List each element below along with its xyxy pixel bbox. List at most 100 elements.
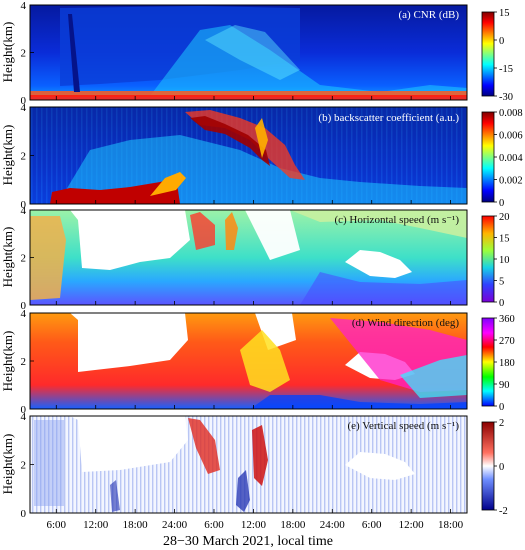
colorbar-tick-label-hspeed-4: 0: [499, 298, 504, 309]
vspeed-downdraft: [236, 470, 250, 512]
hspeed-upper-layer: [290, 210, 467, 238]
colorbar-vspeed: 2 0 -2: [481, 418, 508, 517]
cnr-surface-band: [30, 91, 467, 97]
vspeed-downdraft-2: [110, 480, 120, 512]
x-tick-label-10: 18:00: [438, 519, 464, 531]
wdir-northerly: [400, 355, 467, 398]
colorbar-vspeed-ramp: [481, 421, 495, 511]
panel-backscatter: (b) backscatter coefficient (a.u.): [29, 106, 468, 205]
hspeed-jet-2: [225, 212, 238, 250]
hspeed-missing-region: [70, 210, 190, 270]
colorbar-tick-label-vspeed-0: 2: [499, 418, 504, 429]
colorbar-tick-label-wdir-4: 0: [499, 402, 504, 413]
colorbar-tick-label-cnr-2: -15: [499, 64, 513, 75]
y-tick-label-backscatter-2: 4: [21, 102, 27, 114]
y-tick-label-cnr-1: 2: [21, 48, 27, 60]
x-tick-label-5: 12:00: [241, 519, 267, 531]
vspeed-updraft: [188, 418, 220, 474]
x-tick-label-3: 24:00: [162, 519, 188, 531]
colorbar-tick-label-backscatter-1: 0.006: [499, 131, 523, 142]
colorbar-backscatter-ramp: [481, 111, 495, 203]
wdir-veer-zone: [240, 330, 290, 392]
backscatter-cloud-core: [190, 116, 270, 166]
colorbar-tick-label-cnr-3: -30: [499, 92, 513, 103]
backscatter-surface-aerosol: [50, 178, 180, 204]
colorbar-tick-label-wdir-2: 180: [499, 358, 515, 369]
x-tick-label-2: 18:00: [123, 519, 149, 531]
colorbar-wdir-ramp: [481, 317, 495, 407]
backscatter-cloud-streak: [255, 118, 268, 158]
colorbar-cnr: 15 0 -15 -30: [481, 8, 513, 103]
vspeed-missing-patch: [345, 452, 415, 480]
colorbar-tick-label-backscatter-0: 0.008: [499, 108, 523, 119]
panel-vspeed: (e) Vertical speed (m s⁻¹): [29, 415, 468, 514]
x-tick-label-6: 18:00: [280, 519, 306, 531]
backscatter-panel-title: (b) backscatter coefficient (a.u.): [318, 112, 459, 124]
colorbar-tick-label-cnr-1: 0: [499, 36, 504, 47]
hspeed-panel-title: (c) Horizontal speed (m s⁻¹): [334, 214, 459, 226]
cnr-boundary-layer: [30, 25, 467, 100]
y-tick-label-hspeed-2: 4: [21, 205, 27, 217]
x-tick-label-7: 24:00: [320, 519, 346, 531]
colorbar-tick-label-backscatter-2: 0.004: [499, 153, 523, 164]
colorbar-tick-label-vspeed-1: 0: [499, 462, 504, 473]
colorbar-tick-label-vspeed-2: -2: [499, 506, 508, 517]
colorbar-hspeed: 20 15 10 5 0: [481, 212, 510, 309]
vspeed-panel-title: (e) Vertical speed (m s⁻¹): [347, 420, 459, 432]
vspeed-missing-region: [70, 416, 188, 472]
hspeed-jet: [190, 212, 215, 250]
cnr-rain-column: [68, 14, 80, 92]
y-tick-label-vspeed-0: 0: [21, 508, 27, 520]
panel-hspeed: (c) Horizontal speed (m s⁻¹): [29, 209, 468, 306]
hspeed-low-speed: [300, 272, 467, 305]
colorbar-backscatter: 0.008 0.006 0.004 0.002 0: [481, 108, 523, 209]
colorbar-tick-label-wdir-3: 90: [499, 380, 510, 391]
x-tick-label-0: 6:00: [47, 519, 67, 531]
ylabel-wdir: Height(km): [0, 331, 15, 392]
wdir-surface-layer: [250, 395, 467, 409]
cnr-surface-band-core: [30, 95, 467, 100]
ylabel-cnr: Height(km): [0, 22, 15, 83]
y-tick-label-cnr-2: 4: [21, 0, 27, 12]
colorbar-tick-label-hspeed-0: 20: [499, 212, 510, 223]
hspeed-early-strong: [30, 216, 66, 300]
hspeed-missing-patch: [345, 250, 412, 278]
cnr-cloud-streak: [205, 25, 300, 80]
colorbar-tick-label-backscatter-3: 0.002: [499, 176, 523, 187]
colorbar-wdir: 360 270 180 90 0: [481, 314, 515, 413]
x-tick-label-9: 12:00: [399, 519, 425, 531]
colorbar-tick-label-backscatter-4: 0: [499, 198, 504, 209]
hspeed-missing-region-2: [245, 210, 300, 260]
colorbar-tick-label-wdir-1: 270: [499, 336, 515, 347]
backscatter-aerosol-edge: [150, 172, 186, 196]
panel-wdir: (d) Wind direction (deg): [29, 312, 468, 410]
ylabel-backscatter: Height(km): [0, 125, 15, 186]
wdir-panel-title: (d) Wind direction (deg): [352, 317, 460, 329]
colorbar-tick-label-cnr-0: 15: [499, 8, 510, 19]
backscatter-cloud-layer: [185, 110, 305, 180]
wdir-missing-region: [70, 313, 188, 372]
ylabel-vspeed: Height(km): [0, 434, 15, 495]
panel-cnr: (a) CNR (dB): [29, 4, 468, 101]
colorbar-tick-label-hspeed-1: 15: [499, 234, 510, 245]
y-tick-label-hspeed-0: 0: [21, 300, 27, 312]
colorbar-tick-label-hspeed-3: 5: [499, 277, 504, 288]
x-tick-label-1: 12:00: [83, 519, 109, 531]
y-tick-label-wdir-0: 0: [21, 404, 27, 416]
x-axis-title: 28−30 March 2021, local time: [163, 534, 333, 549]
y-tick-label-cnr-0: 0: [21, 95, 27, 107]
y-tick-label-vspeed-2: 4: [21, 411, 27, 423]
y-tick-label-wdir-2: 4: [21, 308, 27, 320]
cnr-panel-title: (a) CNR (dB): [399, 9, 460, 21]
y-tick-label-backscatter-0: 0: [21, 199, 27, 211]
colorbar-tick-label-hspeed-2: 10: [499, 255, 510, 266]
y-tick-label-backscatter-1: 2: [21, 151, 27, 163]
x-axis: 6:00 12:00 18:00 24:00 6:00 12:00 18:00 24:00 6:…: [47, 96, 464, 531]
y-tick-label-wdir-1: 2: [21, 356, 27, 368]
vspeed-updraft-2: [252, 425, 268, 486]
vspeed-early-column: [34, 420, 64, 506]
colorbar-hspeed-ramp: [481, 215, 495, 303]
y-tick-label-vspeed-1: 2: [21, 460, 27, 472]
y-tick-label-hspeed-1: 2: [21, 253, 27, 265]
